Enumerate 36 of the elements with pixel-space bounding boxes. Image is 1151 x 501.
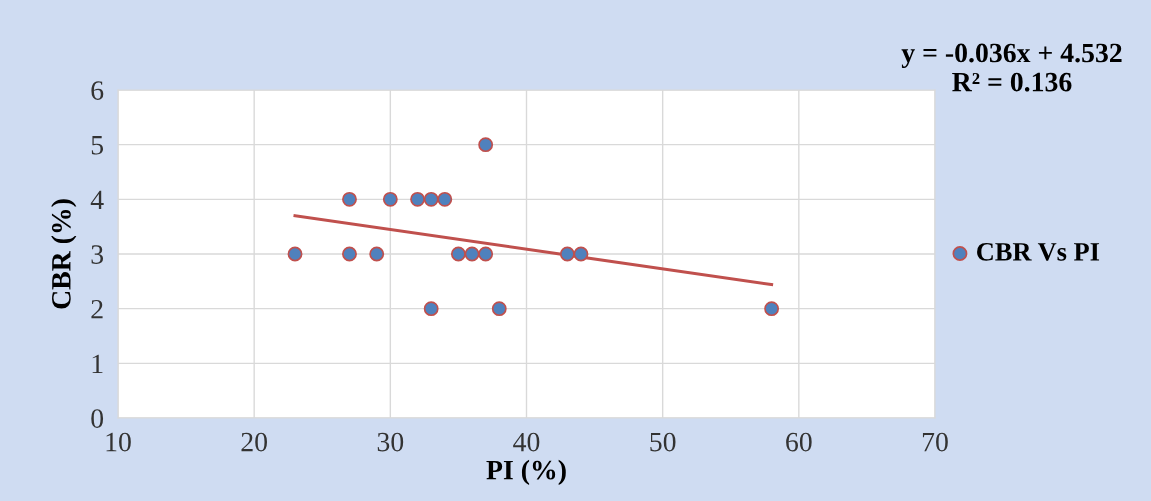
y-tick-label: 1 <box>92 354 103 373</box>
x-tick-label: 30 <box>377 432 404 452</box>
point <box>573 246 589 262</box>
y-tick-label: 0 <box>91 409 104 428</box>
point <box>478 137 494 153</box>
point <box>491 301 507 317</box>
y-axis-title: CBR (%) <box>51 199 77 309</box>
x-tick-label: 60 <box>786 432 812 452</box>
point <box>410 191 425 207</box>
legend-label: CBR Vs PI <box>977 242 1100 261</box>
text: y = -0.036x + 4.532 <box>901 43 1122 69</box>
point <box>287 246 303 262</box>
point <box>764 301 780 317</box>
y-tick-label: 3 <box>91 245 104 264</box>
point <box>342 191 357 207</box>
point <box>342 246 357 262</box>
y-tick-label: 4 <box>90 190 104 209</box>
x-tick-label: 40 <box>513 432 540 452</box>
y-tick-label: 6 <box>91 81 104 100</box>
point <box>382 191 398 207</box>
text: R² = 0.136 <box>952 72 1072 92</box>
x-tick-label: 50 <box>650 432 676 452</box>
x-tick-label: 20 <box>241 432 267 452</box>
point <box>450 246 466 262</box>
point <box>559 246 575 262</box>
point <box>423 301 439 317</box>
point <box>437 191 453 207</box>
y-tick-label: 5 <box>91 136 104 155</box>
point <box>478 246 494 262</box>
point <box>369 246 385 262</box>
point <box>464 246 480 262</box>
x-axis-title: PI (%) <box>486 459 566 486</box>
y-tick-label: 2 <box>91 299 103 319</box>
x-tick-label: 70 <box>922 432 948 452</box>
point <box>423 191 439 207</box>
x-tick-label: 10 <box>106 432 131 452</box>
